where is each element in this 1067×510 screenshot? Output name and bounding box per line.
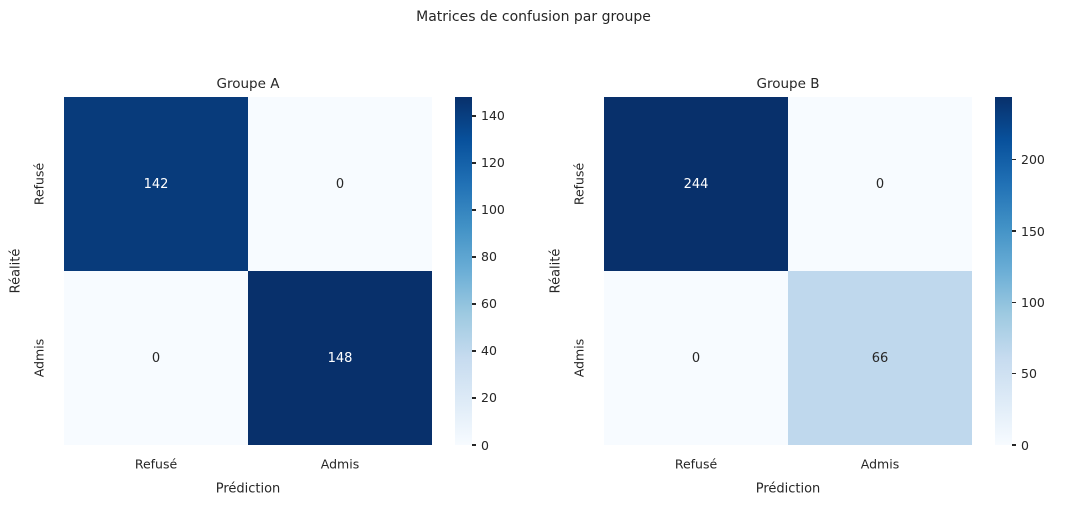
x-axis-label-groupe-a: Prédiction [215,481,281,497]
colorbar-gradient-b [995,97,1012,445]
colorbar-tick-label: 50 [1021,366,1037,382]
y-axis-label-groupe-b: Réalité [548,248,564,294]
x-tick-a-refuse: Refusé [134,456,178,472]
colorbar-tick-mark [472,397,476,399]
colorbar-tick-label: 0 [1021,437,1029,453]
heatmap-cell-a-r1c1: 148 [248,271,432,445]
colorbar-groupe-a: 0 20 40 60 80 100 120 140 [455,97,505,453]
colorbar-tick-mark [472,209,476,211]
colorbar-tick-label: 80 [481,249,497,265]
colorbar-tick-label: 150 [1021,223,1045,239]
colorbar-tick-label: 120 [481,155,505,171]
heatmap-cell-b-r0c1: 0 [788,97,972,271]
colorbar-gradient-a [455,97,472,445]
colorbar-tick-mark [1012,373,1016,375]
heatmap-cell-b-r1c0: 0 [604,271,788,445]
y-tick-a-admis: Admis [31,338,47,378]
heatmap-cell-a-r0c1: 0 [248,97,432,271]
heatmap-cell-b-r1c1: 66 [788,271,972,445]
colorbar-tick-mark [472,115,476,117]
colorbar-groupe-b: 0 50 100 150 200 [995,97,1045,453]
colorbar-tick-label: 60 [481,296,497,312]
heatmap-groupe-a: 142 0 0 148 [64,97,432,445]
heatmap-groupe-b: 244 0 0 66 [604,97,972,445]
x-axis-label-groupe-b: Prédiction [755,481,821,497]
subplot-title-groupe-b: Groupe B [756,76,820,92]
heatmap-cell-a-r1c0: 0 [64,271,248,445]
colorbar-tick-mark [472,303,476,305]
colorbar-tick-label: 140 [481,108,505,124]
colorbar-tick-mark [1012,159,1016,161]
colorbar-tick-label: 40 [481,343,497,359]
colorbar-tick-label: 100 [1021,294,1045,310]
y-tick-b-refuse: Refusé [571,162,587,206]
colorbar-tick-mark [1012,301,1016,304]
colorbar-tick-label: 200 [1021,152,1045,168]
colorbar-tick-mark [1012,230,1016,232]
heatmap-cell-b-r0c0: 244 [604,97,788,271]
colorbar-tick-mark [472,444,476,446]
colorbar-tick-mark [472,162,476,164]
y-tick-a-refuse: Refusé [31,162,47,206]
y-tick-b-admis: Admis [571,338,587,378]
heatmap-cell-a-r0c0: 142 [64,97,248,271]
figure-title: Matrices de confusion par groupe [416,9,651,25]
colorbar-tick-label: 0 [481,437,489,453]
x-tick-b-admis: Admis [860,456,900,472]
colorbar-tick-label: 100 [481,202,505,218]
colorbar-tick-mark [472,350,476,352]
colorbar-tick-mark [1012,444,1016,446]
x-tick-b-refuse: Refusé [674,456,718,472]
colorbar-tick-mark [472,256,476,258]
subplot-title-groupe-a: Groupe A [216,76,280,92]
y-axis-label-groupe-a: Réalité [8,248,24,294]
x-tick-a-admis: Admis [320,456,360,472]
colorbar-tick-label: 20 [481,390,497,406]
